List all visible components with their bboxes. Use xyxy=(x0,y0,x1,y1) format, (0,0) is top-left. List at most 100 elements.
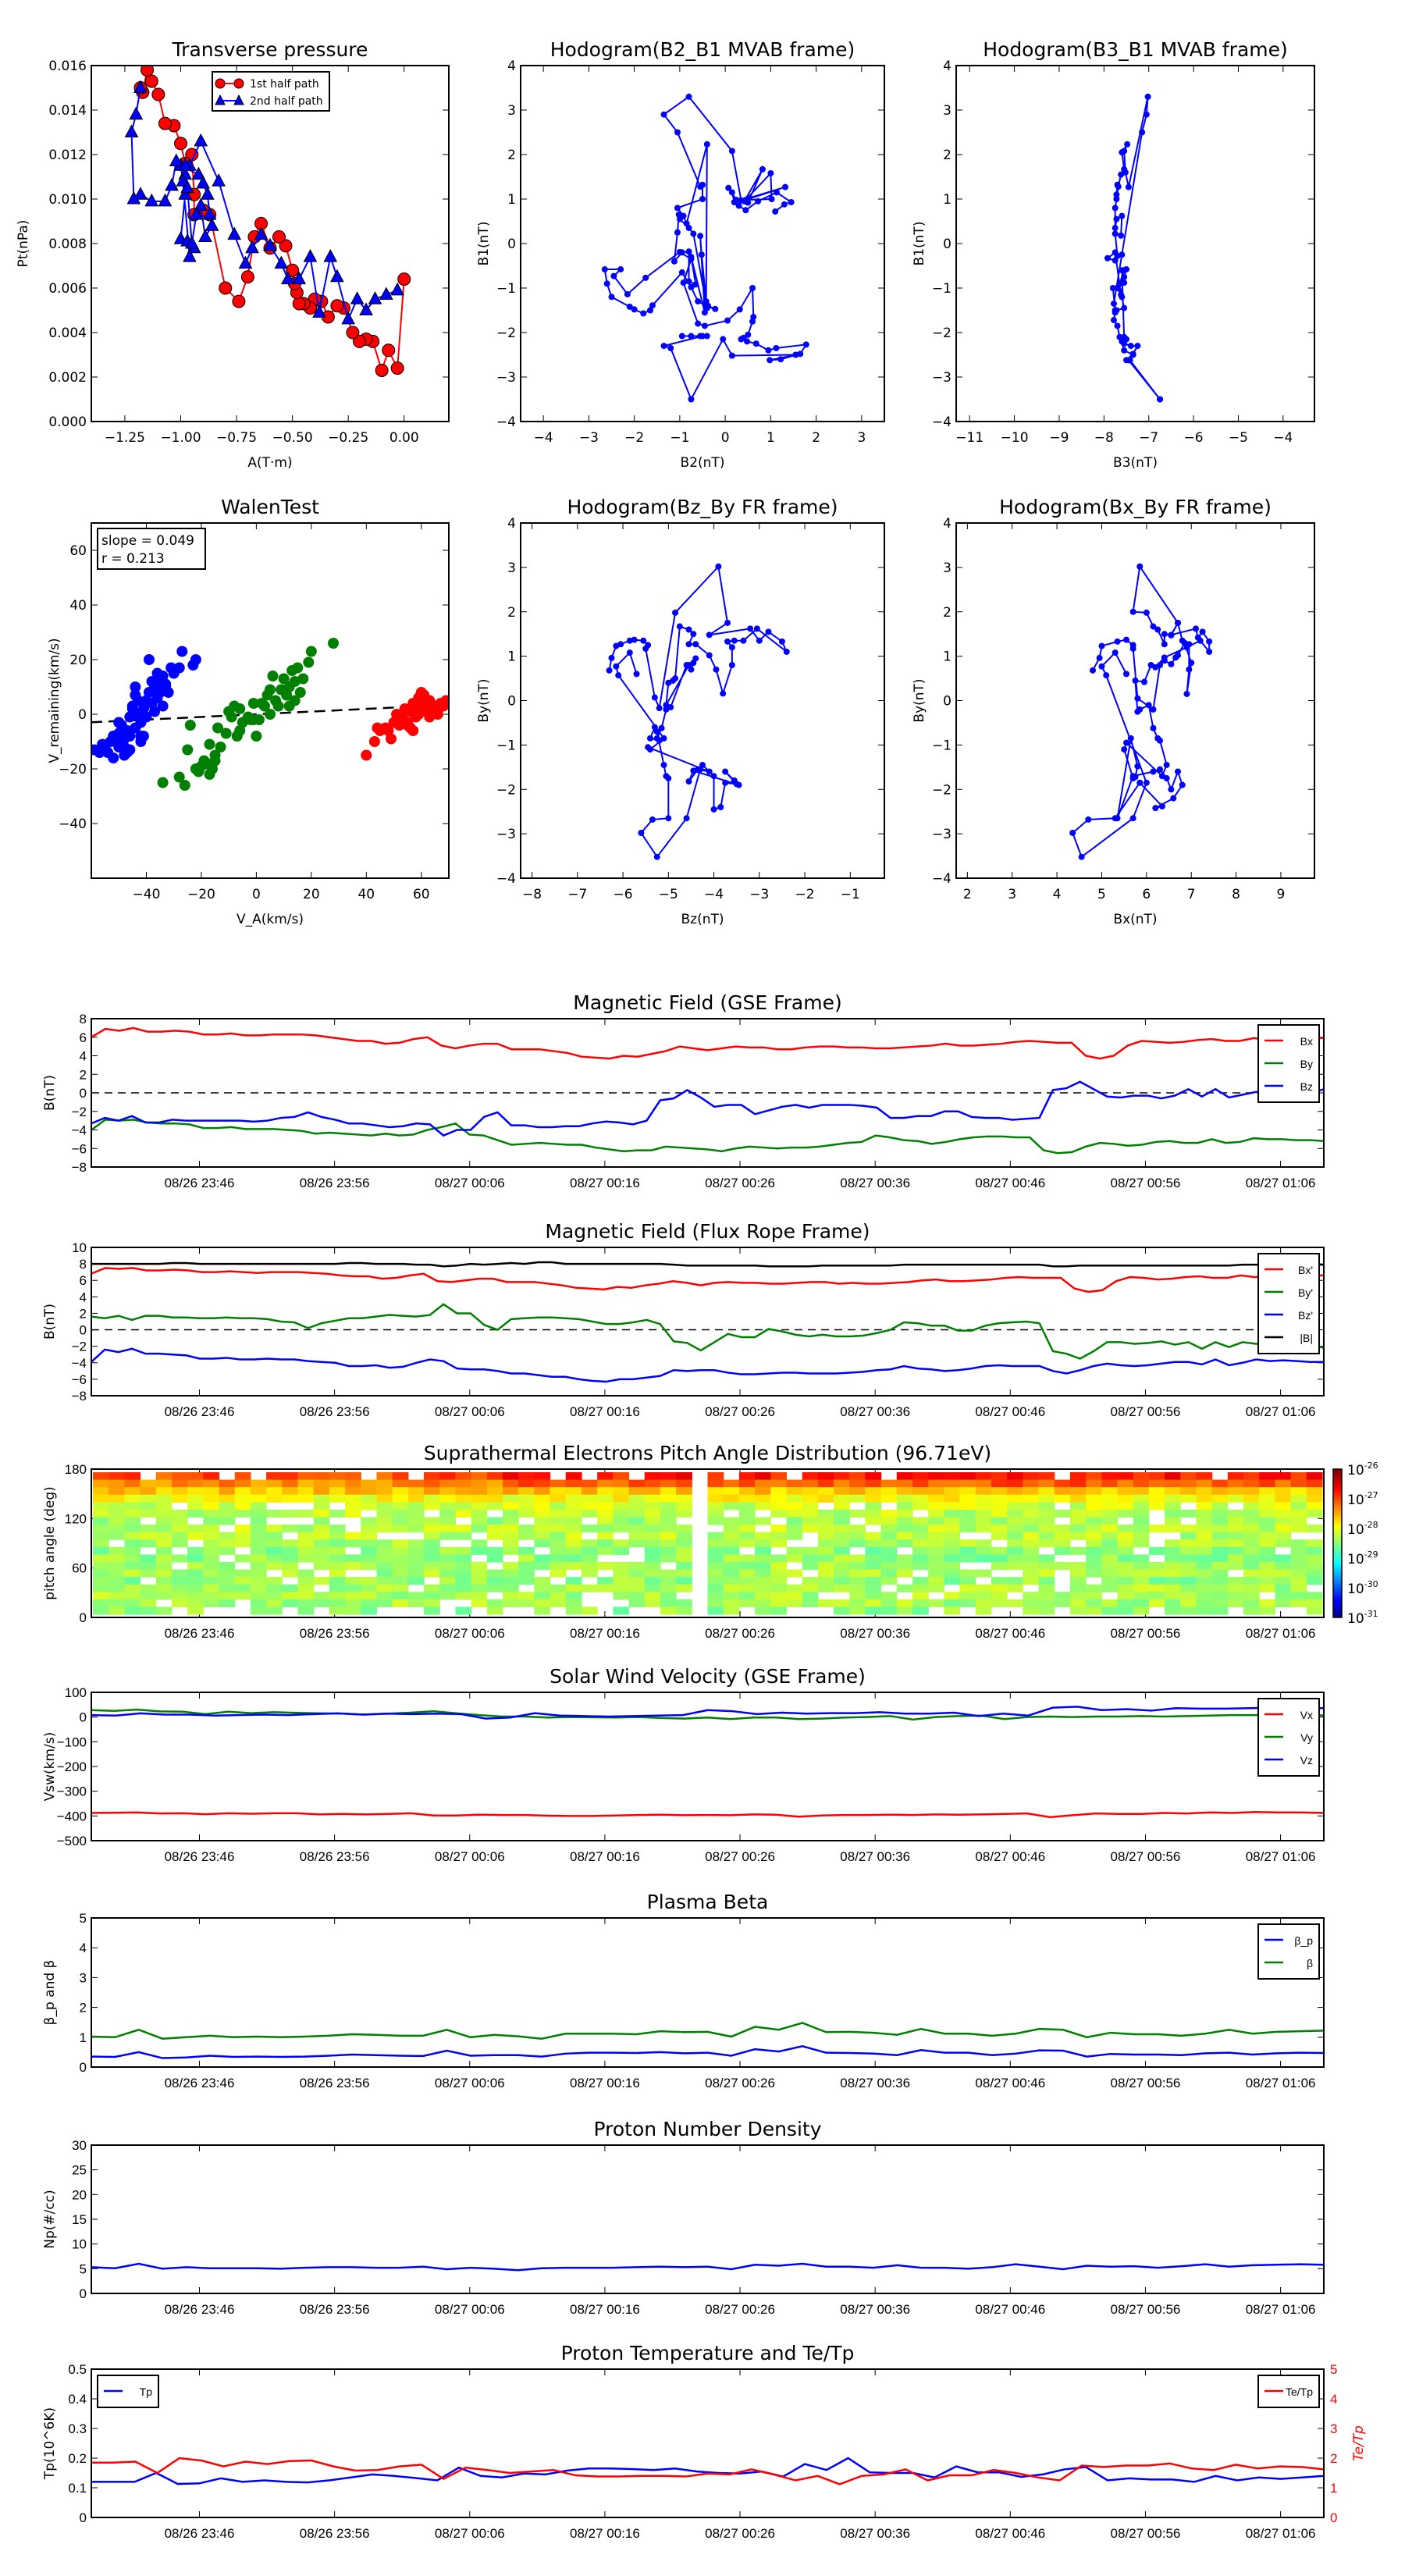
y-tick-label: −300 xyxy=(57,1784,87,1799)
heatmap-cell xyxy=(738,1525,756,1533)
axes-frame xyxy=(955,65,1315,422)
data-point xyxy=(1123,671,1130,678)
heatmap-cell xyxy=(912,1546,929,1555)
chart-title: Hodogram(B2_B1 MVAB frame) xyxy=(550,38,855,61)
heatmap-cell xyxy=(345,1592,361,1600)
heatmap-cell xyxy=(361,1479,378,1488)
heatmap-cell xyxy=(613,1539,630,1548)
heatmap-cell xyxy=(1038,1479,1055,1488)
heatmap-cell xyxy=(565,1487,582,1496)
heatmap-cell xyxy=(407,1517,425,1525)
heatmap-cell xyxy=(644,1487,661,1496)
heatmap-cell xyxy=(1211,1517,1229,1525)
data-point xyxy=(1206,638,1213,645)
colorbar-segment xyxy=(1333,1567,1342,1571)
heatmap-cell xyxy=(250,1517,267,1525)
x-tick-label: 08/27 01:06 xyxy=(1246,1626,1316,1641)
heatmap-cell xyxy=(108,1546,125,1555)
heatmap-cell xyxy=(1180,1472,1197,1481)
heatmap-cell xyxy=(392,1546,409,1555)
data-point xyxy=(699,181,706,188)
heatmap-cell xyxy=(786,1546,803,1555)
heatmap-cell xyxy=(975,1592,992,1600)
data-point xyxy=(341,311,356,325)
colorbar-segment xyxy=(1333,1474,1342,1477)
data-point xyxy=(272,700,284,712)
heatmap-cell xyxy=(565,1599,582,1608)
heatmap-cell xyxy=(1086,1561,1102,1571)
heatmap-cell xyxy=(361,1599,378,1608)
heatmap-cell xyxy=(755,1554,771,1563)
heatmap-cell xyxy=(407,1546,425,1555)
heatmap-cell xyxy=(250,1599,267,1608)
heatmap-cell xyxy=(613,1517,630,1525)
data-point xyxy=(683,662,690,668)
data-point xyxy=(1179,781,1186,788)
y-tick-label: 4 xyxy=(80,1941,87,1955)
heatmap-cell xyxy=(518,1546,535,1555)
heatmap-cell xyxy=(297,1599,315,1608)
heatmap-cell xyxy=(1038,1569,1055,1578)
data-point xyxy=(1158,802,1165,809)
data-point xyxy=(1161,654,1168,661)
x-tick-label: −0.25 xyxy=(328,430,368,446)
heatmap-cell xyxy=(1117,1569,1134,1578)
heatmap-cell xyxy=(424,1502,440,1510)
data-point xyxy=(685,641,692,648)
data-point xyxy=(706,652,713,659)
data-point xyxy=(1110,300,1117,307)
heatmap-cell xyxy=(361,1487,378,1496)
heatmap-cell xyxy=(975,1479,992,1488)
heatmap-cell xyxy=(817,1487,834,1496)
heatmap-cell xyxy=(1165,1487,1181,1496)
data-point xyxy=(97,738,108,750)
heatmap-cell xyxy=(1038,1584,1055,1592)
y-tick-label: −4 xyxy=(72,1123,87,1138)
data-point xyxy=(183,249,197,262)
heatmap-cell xyxy=(534,1577,551,1585)
heatmap-cell xyxy=(1275,1532,1292,1540)
y-tick-label: 0.1 xyxy=(68,2481,87,2496)
heatmap-cell xyxy=(234,1584,251,1592)
heatmap-cell xyxy=(1211,1525,1229,1533)
data-point xyxy=(443,698,449,709)
heatmap-cell xyxy=(644,1517,661,1525)
heatmap-cell xyxy=(155,1561,173,1571)
data-point xyxy=(773,344,780,351)
x-tick-label: 08/27 00:06 xyxy=(435,1849,505,1864)
y-tick-label: 4 xyxy=(943,516,951,532)
heatmap-cell xyxy=(755,1517,771,1525)
colorbar-segment xyxy=(1333,1533,1342,1536)
heatmap-cell xyxy=(1148,1502,1165,1510)
heatmap-cell xyxy=(171,1577,188,1585)
data-point xyxy=(1134,343,1141,350)
heatmap-cell xyxy=(723,1525,740,1533)
x-axis-label: Bx(nT) xyxy=(1113,912,1157,927)
heatmap-cell xyxy=(345,1487,361,1496)
heatmap-cell xyxy=(944,1517,961,1525)
heatmap-cell xyxy=(1211,1599,1229,1608)
heatmap-cell xyxy=(407,1592,425,1600)
heatmap-cell xyxy=(108,1494,125,1503)
heatmap-cell xyxy=(880,1494,898,1503)
heatmap-cell xyxy=(108,1525,125,1533)
y-tick-label: −1 xyxy=(932,281,951,297)
heatmap-cell xyxy=(124,1584,141,1592)
heatmap-cell xyxy=(755,1472,771,1481)
data-point xyxy=(132,695,144,706)
heatmap-cell xyxy=(486,1479,503,1488)
heatmap-cell xyxy=(439,1472,457,1481)
heatmap-cell xyxy=(1196,1561,1213,1571)
data-point xyxy=(631,636,638,643)
data-point xyxy=(144,74,158,88)
heatmap-cell xyxy=(1306,1502,1323,1510)
y-tick-label: 1 xyxy=(507,649,516,665)
heatmap-cell xyxy=(1306,1494,1323,1503)
heatmap-cell xyxy=(1148,1487,1165,1496)
data-point xyxy=(1150,706,1157,713)
heatmap-cell xyxy=(1117,1592,1134,1600)
heatmap-cell xyxy=(250,1561,267,1571)
heatmap-cell xyxy=(1148,1546,1165,1555)
heatmap-cell xyxy=(991,1554,1008,1563)
heatmap-cell xyxy=(802,1577,819,1585)
